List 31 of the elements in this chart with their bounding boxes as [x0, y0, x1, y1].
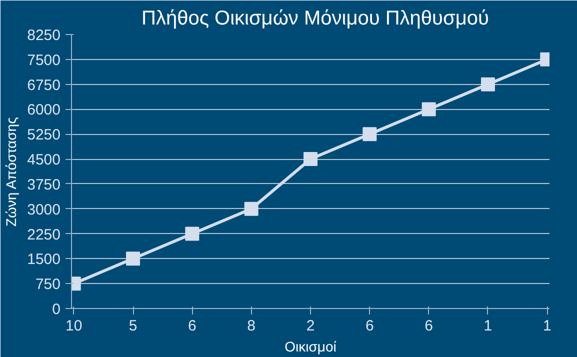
x-tick-label: 8	[247, 318, 256, 334]
y-tick-label: 3000	[27, 201, 61, 218]
y-tick-label: 4500	[27, 152, 61, 169]
x-tick-label: 5	[128, 318, 138, 334]
point	[422, 102, 436, 116]
y-tick-label: 8250	[27, 27, 61, 44]
y-tick-label: 6750	[27, 76, 61, 94]
point	[362, 127, 377, 142]
point	[480, 77, 495, 92]
y-tick-label: 1500	[27, 251, 61, 268]
point	[304, 152, 318, 166]
y-tick-label: 750	[35, 276, 61, 294]
y-tick-label: 6000	[27, 102, 61, 119]
chart-title: Πλήθος Οικισμών Μόνιμου Πληθυσμού	[142, 8, 489, 30]
x-tick-label: 1	[542, 318, 552, 334]
point	[244, 202, 258, 216]
x-tick-label: 10	[66, 318, 82, 334]
x-tick-label: 6	[424, 318, 433, 334]
x-axis-title: Οικισμοί	[284, 338, 336, 354]
y-tick-label: 2250	[27, 226, 61, 244]
y-tick-label: 0	[52, 301, 60, 318]
y-tick-label: 3750	[27, 176, 61, 194]
x-tick-label: 1	[484, 318, 492, 334]
point	[185, 226, 200, 241]
y-axis-title: Ζώνη Απόστασης	[3, 116, 20, 227]
x-tick-label: 6	[188, 318, 196, 334]
x-tick-label: 2	[306, 318, 315, 334]
y-tick-label: 5250	[27, 126, 61, 144]
x-tick-label: 6	[365, 318, 374, 334]
y-tick-label: 7500	[27, 52, 61, 69]
point	[126, 252, 140, 266]
